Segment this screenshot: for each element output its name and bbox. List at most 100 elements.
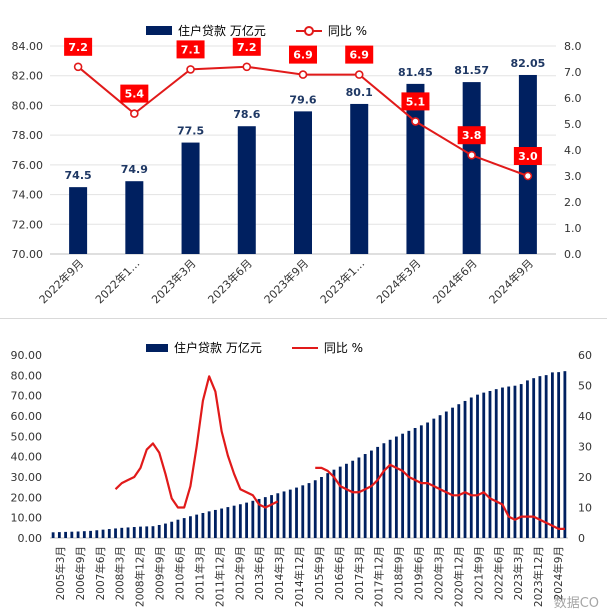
bar — [51, 532, 55, 538]
y-left-tick: 30.00 — [11, 471, 43, 484]
bar — [288, 489, 292, 538]
bar — [270, 495, 273, 538]
y-left-tick: 84.00 — [12, 40, 44, 53]
yoy-marker — [523, 171, 533, 181]
x-tick-label: 2015年9月 — [313, 546, 326, 600]
bar — [463, 400, 467, 538]
y-right-tick: 1.0 — [564, 222, 582, 235]
bar — [426, 422, 429, 538]
legend-bar-swatch — [146, 26, 172, 35]
x-tick-label: 2008年12月 — [134, 546, 147, 607]
bar — [226, 507, 230, 538]
bar — [294, 111, 312, 254]
x-tick-label: 2022年6月 — [492, 546, 505, 600]
y-right-tick: 50 — [578, 380, 592, 393]
bar — [462, 82, 481, 254]
bar — [245, 502, 248, 538]
bar — [276, 493, 280, 538]
y-left-tick: 90.00 — [11, 349, 43, 362]
y-right-tick: 8.0 — [564, 40, 582, 53]
yoy-label-box — [345, 45, 374, 64]
yoy-line-segment — [315, 463, 565, 530]
y-left-tick: 40.00 — [11, 451, 43, 464]
x-tick-label: 2021年9月 — [472, 546, 485, 600]
bar — [170, 521, 174, 538]
bar — [532, 378, 536, 538]
yoy-label-text: 7.2 — [237, 41, 257, 54]
bar — [307, 483, 311, 538]
x-tick-label: 2011年12月 — [213, 546, 226, 607]
x-tick-label: 2010年6月 — [174, 546, 187, 600]
bar-value-label: 78.6 — [233, 108, 260, 121]
bar — [494, 389, 498, 538]
y-right-tick: 7.0 — [564, 66, 582, 79]
yoy-value-label: 7.2 — [64, 37, 93, 56]
bar — [332, 469, 336, 538]
yoy-label-box — [176, 40, 205, 59]
chart-bottom-panel: 0.00 10.00 20.00 30.00 40.00 50.00 60.00 70.00 8… — [0, 318, 607, 615]
yoy-label-text: 3.8 — [462, 129, 482, 142]
yoy-label-text: 3.0 — [518, 150, 538, 163]
x-tick-label: 2018年9月 — [393, 546, 406, 600]
bottom-legend: 住户贷款 万亿元 同比 % — [146, 339, 363, 356]
bar-value-label: 81.45 — [398, 66, 433, 79]
yoy-value-label: 5.1 — [401, 92, 430, 111]
bar — [238, 504, 242, 538]
bar — [538, 376, 542, 538]
yoy-label-text: 6.9 — [293, 49, 313, 62]
x-tick-label: 2022年1… — [92, 256, 142, 306]
bar — [213, 509, 217, 538]
x-tick-label: 2014年3月 — [273, 546, 286, 600]
legend-line-swatch — [291, 346, 318, 349]
x-tick-label: 2011年3月 — [193, 546, 206, 600]
bar — [57, 532, 61, 538]
bar — [550, 372, 554, 538]
top-legend: 住户贷款 万亿元 同比 % — [146, 22, 367, 39]
x-tick-label: 2024年3月 — [373, 256, 423, 306]
bar — [151, 526, 155, 538]
bar — [501, 387, 504, 538]
yoy-label-box — [457, 126, 486, 145]
y-right-tick: 10 — [578, 502, 592, 515]
bar — [432, 418, 436, 538]
bar — [363, 454, 367, 538]
bar — [251, 500, 255, 538]
chart-top-panel: 70.00 72.00 74.00 76.00 78.00 80.00 82.00 84.00… — [11, 22, 582, 307]
bar — [482, 392, 486, 538]
x-tick-label: 2022年9月 — [36, 256, 86, 306]
bar — [201, 512, 205, 538]
bar — [338, 466, 342, 538]
yoy-label-text: 5.1 — [406, 95, 426, 108]
x-tick-label: 2024年6月 — [430, 256, 480, 306]
bar — [557, 372, 561, 538]
x-tick-label: 2009年9月 — [154, 546, 167, 600]
x-tick-label: 2020年12月 — [452, 546, 465, 607]
yoy-label-text: 6.9 — [349, 49, 369, 62]
bar-value-label: 77.5 — [177, 125, 204, 138]
yoy-label-box — [289, 45, 317, 64]
y-left-tick: 70.00 — [12, 248, 44, 261]
bar — [64, 531, 68, 538]
bar — [313, 480, 317, 538]
bar — [563, 371, 567, 538]
y-right-tick: 6.0 — [564, 92, 582, 105]
bar — [164, 523, 167, 538]
bar — [345, 463, 348, 538]
yoy-label-text: 5.4 — [125, 88, 145, 101]
y-left-tick: 50.00 — [11, 430, 43, 443]
legend-bar-swatch — [146, 343, 168, 352]
yoy-marker — [298, 70, 308, 79]
bar — [519, 384, 523, 538]
yoy-value-label: 6.9 — [345, 45, 374, 64]
yoy-label-box — [513, 147, 542, 165]
y-left-tick: 20.00 — [11, 491, 43, 504]
y-right-tick: 20 — [578, 471, 592, 484]
x-tick-label: 2020年3月 — [433, 546, 446, 600]
yoy-marker — [467, 150, 476, 160]
bar — [382, 443, 386, 538]
legend-bar-label: 住户贷款 万亿元 — [178, 24, 266, 38]
x-tick-label: 2023年9月 — [261, 256, 311, 306]
x-tick-label: 2024年9月 — [486, 256, 536, 306]
y-left-tick: 76.00 — [12, 159, 44, 172]
bar — [513, 385, 517, 538]
